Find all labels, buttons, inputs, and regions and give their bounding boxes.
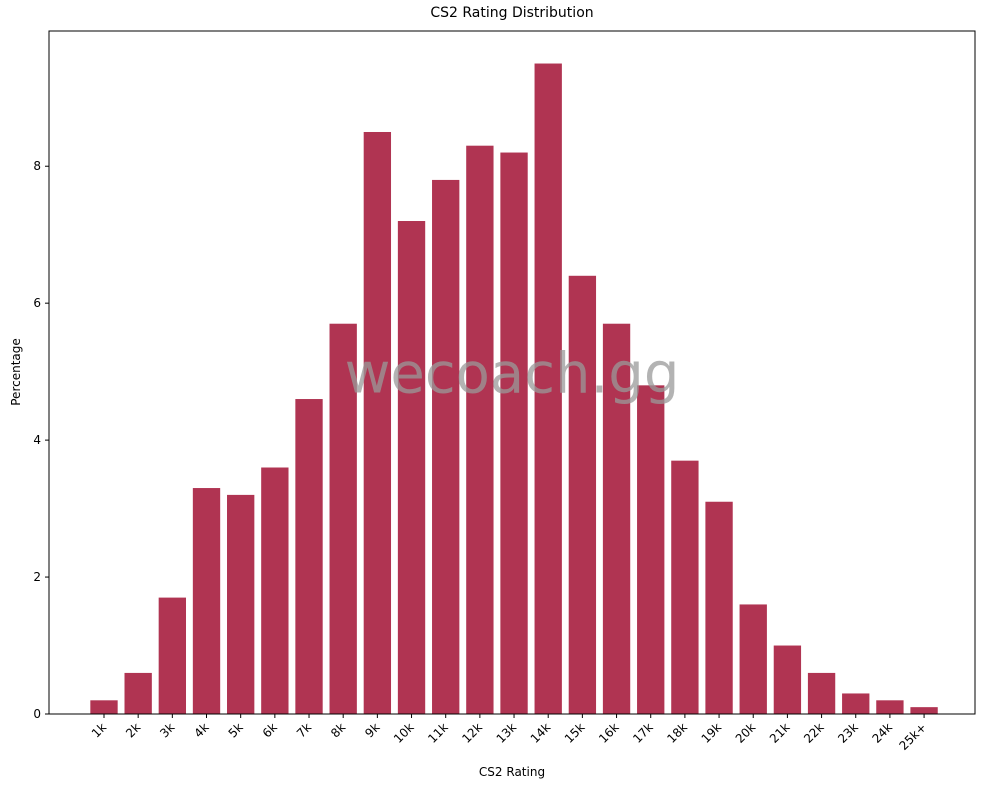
x-tick-label: 8k bbox=[328, 720, 348, 740]
x-tick-label: 10k bbox=[391, 720, 417, 746]
bar bbox=[876, 700, 904, 714]
x-tick-label: 16k bbox=[596, 720, 622, 746]
y-tick-label: 0 bbox=[33, 707, 41, 721]
bar bbox=[671, 460, 699, 714]
x-tick-label: 7k bbox=[294, 720, 314, 740]
x-tick-label: 11k bbox=[425, 720, 451, 746]
x-tick-label: 3k bbox=[157, 720, 177, 740]
x-tick-label: 14k bbox=[528, 720, 554, 746]
bar bbox=[363, 131, 392, 714]
bar bbox=[192, 488, 221, 714]
bar bbox=[158, 597, 187, 714]
bar bbox=[602, 323, 631, 714]
chart-title: CS2 Rating Distribution bbox=[430, 5, 593, 21]
bar bbox=[807, 672, 836, 714]
bar bbox=[534, 63, 562, 715]
y-axis-label: Percentage bbox=[9, 338, 23, 406]
x-tick-label: 24k bbox=[869, 720, 895, 746]
y-tick-label: 8 bbox=[33, 159, 41, 173]
bar bbox=[842, 693, 870, 714]
bar bbox=[90, 700, 118, 714]
y-tick-label: 6 bbox=[33, 296, 41, 310]
x-tick-label: 22k bbox=[801, 720, 827, 746]
bar bbox=[227, 494, 255, 714]
plot-frame bbox=[48, 30, 976, 715]
x-axis-label: CS2 Rating bbox=[479, 765, 545, 779]
bar bbox=[295, 399, 323, 714]
x-tick-label: 13k bbox=[494, 720, 520, 746]
x-tick-label: 20k bbox=[733, 720, 759, 746]
x-tick-label: 25k+ bbox=[896, 720, 929, 753]
bar bbox=[466, 145, 494, 715]
x-tick-label: 1k bbox=[89, 720, 109, 740]
bar bbox=[397, 221, 426, 715]
bar bbox=[124, 672, 152, 714]
y-tick-label: 2 bbox=[33, 570, 41, 584]
bar bbox=[739, 604, 767, 714]
x-tick-label: 19k bbox=[699, 720, 725, 746]
x-tick-label: 9k bbox=[362, 720, 382, 740]
x-tick-label: 15k bbox=[562, 720, 588, 746]
watermark: wecoach.gg bbox=[345, 342, 680, 407]
x-tick-label: 6k bbox=[260, 720, 280, 740]
y-tick-label: 4 bbox=[33, 433, 41, 447]
bar bbox=[637, 385, 665, 714]
x-tick-label: 5k bbox=[226, 720, 246, 740]
x-tick-label: 17k bbox=[630, 720, 656, 746]
x-tick-label: 21k bbox=[767, 720, 793, 746]
bar bbox=[705, 501, 733, 714]
bar bbox=[500, 152, 528, 714]
x-tick-label: 4k bbox=[191, 720, 211, 740]
x-tick-label: 18k bbox=[664, 720, 690, 746]
x-tick-label: 23k bbox=[835, 720, 861, 746]
bar bbox=[329, 323, 357, 714]
bar bbox=[432, 179, 460, 714]
x-tick-label: 12k bbox=[459, 720, 485, 746]
bar bbox=[568, 275, 597, 714]
bar bbox=[910, 707, 938, 714]
bar bbox=[261, 467, 289, 714]
x-tick-label: 2k bbox=[123, 720, 143, 740]
bar bbox=[773, 645, 802, 714]
